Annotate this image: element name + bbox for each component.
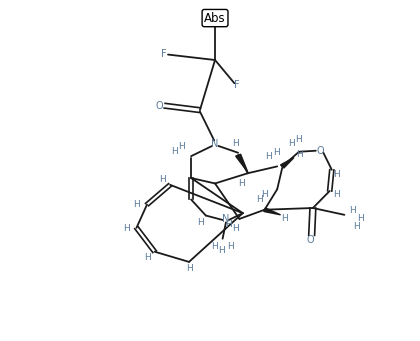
Text: H: H bbox=[349, 206, 356, 215]
Text: O: O bbox=[156, 101, 163, 111]
Polygon shape bbox=[236, 154, 248, 172]
Text: H: H bbox=[273, 148, 280, 157]
Text: H: H bbox=[186, 264, 193, 273]
Text: N: N bbox=[222, 214, 230, 224]
Text: H: H bbox=[357, 214, 364, 223]
Text: H: H bbox=[232, 224, 239, 233]
Text: H: H bbox=[144, 253, 151, 262]
Text: H: H bbox=[227, 242, 234, 251]
Text: O: O bbox=[316, 146, 324, 156]
Text: H: H bbox=[197, 218, 204, 227]
Text: F: F bbox=[161, 49, 167, 59]
Text: H: H bbox=[333, 170, 339, 179]
Text: N: N bbox=[211, 139, 219, 149]
Text: H: H bbox=[281, 214, 288, 223]
Text: Abs: Abs bbox=[204, 12, 226, 25]
Polygon shape bbox=[281, 158, 294, 168]
Text: H: H bbox=[159, 175, 165, 183]
Text: H: H bbox=[226, 220, 232, 229]
Text: H: H bbox=[296, 150, 302, 159]
Text: H: H bbox=[218, 246, 225, 255]
Text: H: H bbox=[123, 224, 130, 233]
Text: F: F bbox=[234, 79, 240, 90]
Text: O: O bbox=[306, 235, 314, 246]
Text: H: H bbox=[295, 135, 302, 144]
Text: H: H bbox=[261, 190, 268, 199]
Text: H: H bbox=[265, 152, 272, 161]
Text: H: H bbox=[238, 179, 245, 188]
Text: H: H bbox=[333, 190, 339, 199]
Text: H: H bbox=[134, 200, 140, 209]
Text: H: H bbox=[178, 142, 185, 151]
Text: H: H bbox=[232, 139, 239, 148]
Text: H: H bbox=[171, 147, 178, 156]
Text: H: H bbox=[211, 242, 218, 251]
Text: H: H bbox=[288, 139, 295, 148]
Text: H: H bbox=[353, 222, 360, 231]
Polygon shape bbox=[264, 208, 281, 215]
Text: H: H bbox=[256, 195, 263, 204]
